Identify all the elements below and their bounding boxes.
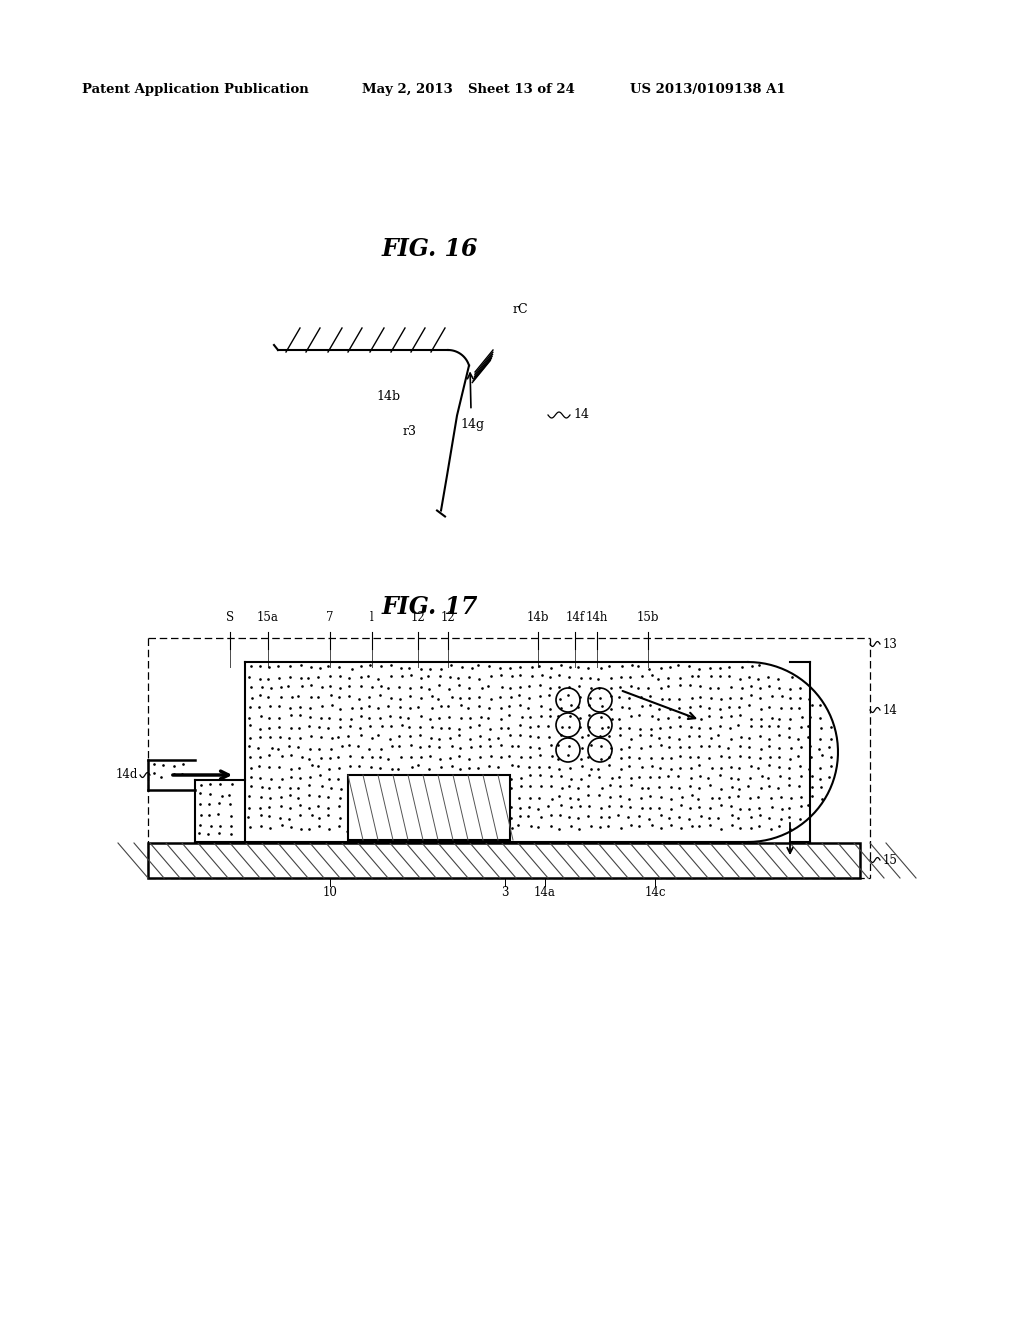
- Text: 7: 7: [327, 611, 334, 624]
- Text: l: l: [370, 611, 374, 624]
- Text: 13: 13: [883, 638, 898, 651]
- Text: 14b: 14b: [376, 389, 400, 403]
- Text: 12: 12: [411, 611, 425, 624]
- Text: 12: 12: [440, 611, 456, 624]
- Text: rC: rC: [512, 304, 527, 315]
- Text: Sheet 13 of 24: Sheet 13 of 24: [468, 83, 574, 96]
- Text: US 2013/0109138 A1: US 2013/0109138 A1: [630, 83, 785, 96]
- Text: FIG. 16: FIG. 16: [382, 238, 478, 261]
- Text: 14d: 14d: [116, 768, 138, 781]
- Bar: [148, 843, 860, 878]
- Text: FIG. 17: FIG. 17: [382, 595, 478, 619]
- Text: 15: 15: [883, 854, 898, 866]
- Text: 14: 14: [883, 704, 898, 717]
- Text: 14a: 14a: [535, 886, 556, 899]
- Text: 10: 10: [323, 886, 338, 899]
- Text: 14: 14: [573, 408, 589, 421]
- Text: 14g: 14g: [460, 418, 484, 432]
- Text: 14c: 14c: [644, 886, 666, 899]
- Text: Patent Application Publication: Patent Application Publication: [82, 83, 309, 96]
- Text: May 2, 2013: May 2, 2013: [362, 83, 453, 96]
- Text: 15a: 15a: [257, 611, 279, 624]
- Text: 15b: 15b: [637, 611, 659, 624]
- Text: 14h: 14h: [586, 611, 608, 624]
- Text: S: S: [226, 611, 234, 624]
- Text: 14b: 14b: [526, 611, 549, 624]
- Text: 14f: 14f: [565, 611, 585, 624]
- Text: r3: r3: [403, 425, 417, 438]
- Bar: [348, 775, 510, 840]
- Text: 3: 3: [502, 886, 509, 899]
